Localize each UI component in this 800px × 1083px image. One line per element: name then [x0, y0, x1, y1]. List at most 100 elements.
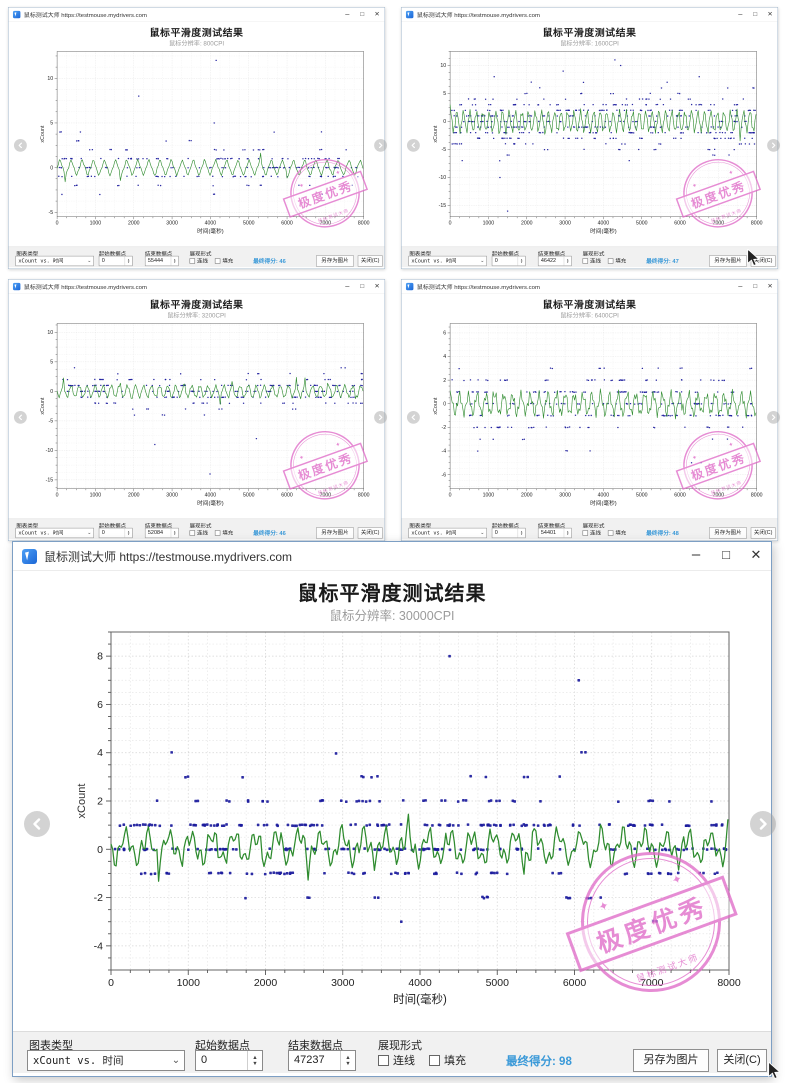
spin-down-icon[interactable]: ▼	[173, 532, 177, 536]
svg-text:8000: 8000	[717, 977, 741, 989]
spin-down-icon[interactable]: ▼	[520, 532, 523, 536]
end-point-spinner[interactable]: 47237 ▲ ▼	[288, 1050, 356, 1071]
close-window-button[interactable]: ✕	[767, 9, 773, 18]
close-window-button[interactable]: ✕	[374, 9, 380, 18]
svg-text:4000: 4000	[205, 221, 217, 227]
next-arrow-button[interactable]	[374, 139, 388, 152]
next-arrow-button[interactable]	[374, 411, 388, 424]
prev-arrow-button[interactable]	[406, 139, 420, 152]
spinner-buttons[interactable]: ▲ ▼	[517, 528, 525, 538]
end-point-spinner[interactable]: 52084 ▲ ▼	[144, 527, 179, 539]
spinner-buttons[interactable]: ▲ ▼	[124, 256, 132, 266]
spinner-buttons[interactable]: ▲ ▼	[247, 1051, 262, 1070]
line-checkbox[interactable]	[582, 530, 589, 536]
end-point-spinner[interactable]: 55444 ▲ ▼	[144, 255, 179, 267]
spin-down-icon[interactable]: ▼	[566, 260, 570, 264]
titlebar[interactable]: 鼠标测试大师 https://testmouse.mydrivers.com –…	[13, 542, 771, 571]
minimize-button[interactable]: –	[345, 9, 350, 18]
titlebar[interactable]: 鼠标测试大师 https://testmouse.mydrivers.com –…	[401, 279, 778, 294]
chart-type-select[interactable]: xCount vs. 时间 ⌄	[408, 255, 487, 267]
maximize-button[interactable]: □	[360, 281, 365, 290]
start-point-spinner[interactable]: 0 ▲ ▼	[491, 527, 526, 539]
next-arrow-button[interactable]	[767, 139, 781, 152]
prev-arrow-button[interactable]	[24, 811, 50, 837]
end-point-spinner[interactable]: 54401 ▲ ▼	[537, 527, 572, 539]
spin-up-icon[interactable]: ▲	[520, 258, 523, 261]
line-checkbox[interactable]	[189, 258, 196, 264]
spin-down-icon[interactable]: ▼	[345, 1060, 351, 1067]
spin-down-icon[interactable]: ▼	[252, 1060, 258, 1067]
spinner-buttons[interactable]: ▲ ▼	[340, 1051, 355, 1070]
titlebar[interactable]: 鼠标测试大师 https://testmouse.mydrivers.com –…	[8, 279, 385, 294]
spinner-buttons[interactable]: ▲ ▼	[563, 256, 571, 266]
save-as-image-button[interactable]: 另存为图片	[316, 527, 354, 539]
close-button[interactable]: 关闭(C)	[357, 255, 383, 267]
spinner-buttons[interactable]: ▲ ▼	[124, 528, 132, 538]
spinner-buttons[interactable]: ▲ ▼	[563, 528, 571, 538]
save-as-image-button[interactable]: 另存为图片	[316, 255, 354, 267]
line-checkbox[interactable]	[378, 1054, 389, 1066]
line-checkbox[interactable]	[582, 258, 589, 264]
chevron-left-icon	[18, 414, 22, 421]
fill-checkbox[interactable]	[429, 1054, 440, 1066]
spinner-buttons[interactable]: ▲ ▼	[170, 528, 178, 538]
svg-text:6000: 6000	[674, 221, 686, 227]
minimize-button[interactable]: –	[691, 546, 701, 563]
spin-up-icon[interactable]: ▲	[173, 530, 177, 533]
prev-arrow-button[interactable]	[13, 411, 27, 424]
maximize-button[interactable]: □	[753, 281, 758, 290]
chart-type-select[interactable]: xCount vs. 时间 ⌄	[408, 527, 487, 539]
spin-down-icon[interactable]: ▼	[566, 532, 570, 536]
close-button[interactable]: 关闭(C)	[357, 527, 383, 539]
titlebar[interactable]: 鼠标测试大师 https://testmouse.mydrivers.com –…	[8, 7, 385, 22]
prev-arrow-button[interactable]	[406, 411, 420, 424]
save-as-image-button[interactable]: 另存为图片	[709, 527, 747, 539]
end-point-spinner[interactable]: 46422 ▲ ▼	[537, 255, 572, 267]
fill-checkbox[interactable]	[214, 258, 221, 264]
fill-checkbox[interactable]	[214, 530, 221, 536]
spin-up-icon[interactable]: ▲	[127, 530, 130, 533]
close-button[interactable]: 关闭(C)	[750, 527, 776, 539]
maximize-button[interactable]: □	[722, 547, 730, 562]
prev-arrow-button[interactable]	[13, 139, 27, 152]
start-point-spinner[interactable]: 0 ▲ ▼	[195, 1050, 263, 1071]
spin-down-icon[interactable]: ▼	[173, 260, 177, 264]
close-window-button[interactable]: ✕	[750, 547, 762, 562]
spinner-buttons[interactable]: ▲ ▼	[170, 256, 178, 266]
spin-up-icon[interactable]: ▲	[566, 530, 570, 533]
spin-up-icon[interactable]: ▲	[252, 1054, 258, 1061]
minimize-button[interactable]: –	[738, 281, 743, 290]
save-as-image-button[interactable]: 另存为图片	[709, 255, 747, 267]
chart-type-select[interactable]: xCount vs. 时间 ⌄	[27, 1050, 185, 1071]
start-point-spinner[interactable]: 0 ▲ ▼	[491, 255, 526, 267]
start-point-spinner[interactable]: 0 ▲ ▼	[98, 527, 133, 539]
save-as-image-button[interactable]: 另存为图片	[633, 1049, 709, 1072]
minimize-button[interactable]: –	[738, 9, 743, 18]
spin-up-icon[interactable]: ▲	[127, 258, 130, 261]
close-window-button[interactable]: ✕	[767, 281, 773, 290]
resolution-label: 鼠标分辨率:	[167, 312, 200, 320]
spin-up-icon[interactable]: ▲	[345, 1054, 351, 1061]
maximize-button[interactable]: □	[360, 9, 365, 18]
close-window-button[interactable]: ✕	[374, 281, 380, 290]
minimize-button[interactable]: –	[345, 281, 350, 290]
close-button[interactable]: 关闭(C)	[717, 1049, 767, 1072]
chart-type-select[interactable]: xCount vs. 时间 ⌄	[15, 527, 94, 539]
titlebar[interactable]: 鼠标测试大师 https://testmouse.mydrivers.com –…	[401, 7, 778, 22]
spin-up-icon[interactable]: ▲	[173, 258, 177, 261]
line-checkbox[interactable]	[189, 530, 196, 536]
next-arrow-button[interactable]	[767, 411, 781, 424]
chart-type-select[interactable]: xCount vs. 时间 ⌄	[15, 255, 94, 267]
fill-checkbox[interactable]	[607, 258, 614, 264]
next-arrow-button[interactable]	[750, 811, 776, 837]
resolution-value: 800CPI	[203, 40, 225, 48]
spin-up-icon[interactable]: ▲	[566, 258, 570, 261]
spin-down-icon[interactable]: ▼	[127, 260, 130, 264]
spinner-buttons[interactable]: ▲ ▼	[517, 256, 525, 266]
spin-down-icon[interactable]: ▼	[520, 260, 523, 264]
fill-checkbox[interactable]	[607, 530, 614, 536]
spin-down-icon[interactable]: ▼	[127, 532, 130, 536]
spin-up-icon[interactable]: ▲	[520, 530, 523, 533]
start-point-spinner[interactable]: 0 ▲ ▼	[98, 255, 133, 267]
maximize-button[interactable]: □	[753, 9, 758, 18]
